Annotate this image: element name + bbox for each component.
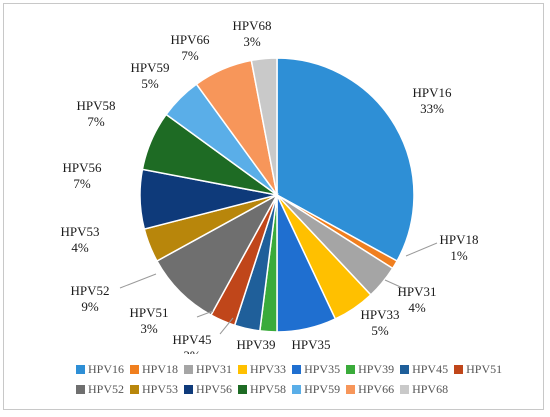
legend-label: HPV33 [250,361,287,376]
legend-item-hpv59: HPV59 [292,382,340,397]
legend-item-hpv39: HPV39 [346,362,394,377]
legend-label: HPV31 [196,361,233,376]
legend-swatch [76,384,85,394]
legend-label: HPV39 [358,361,395,376]
slice-label-hpv56: HPV56 7% [62,160,102,191]
legend-label: HPV52 [88,381,125,396]
legend-label: HPV45 [412,361,449,376]
legend-row: HPV16 HPV18 HPV31 HPV33 HPV35 HPV39 HPV45 HPV51 [76,359,502,379]
legend-label: HPV51 [466,361,503,376]
slice-label-hpv39: HPV392% [236,337,275,354]
slice-label-hpv18: HPV18 1% [439,232,478,263]
legend-item-hpv53: HPV53 [130,382,178,397]
legend-item-hpv51: HPV51 [454,362,502,377]
legend-swatch [346,384,356,394]
leader-line-hpv18 [405,242,438,257]
leader-line-hpv31 [384,279,406,290]
legend-swatch [184,384,194,394]
legend-item-hpv31: HPV31 [184,362,232,377]
legend-label: HPV18 [142,361,179,376]
legend-swatch [400,364,410,374]
legend-label: HPV53 [142,381,179,396]
legend-item-hpv66: HPV66 [346,382,394,397]
slice-label-hpv66: HPV66 7% [170,32,210,63]
legend-item-hpv33: HPV33 [238,362,286,377]
slice-label-hpv51: HPV51 3% [129,305,168,336]
legend-item-hpv16: HPV16 [76,362,124,377]
legend-label: HPV35 [304,361,341,376]
legend-item-hpv56: HPV56 [184,382,232,397]
legend-row: HPV52 HPV53 HPV56 HPV58 HPV59 HPV66 HPV68 [76,379,496,399]
slice-label-hpv45: HPV453% [172,332,211,354]
legend-item-hpv58: HPV58 [238,382,286,397]
legend-swatch [454,364,464,374]
legend-swatch [76,364,85,374]
slice-label-hpv59: HPV59 5% [130,60,169,91]
slice-label-hpv33: HPV33 5% [360,307,399,338]
pie-slice-hpv16 [276,57,415,263]
leader-line-hpv45 [219,317,234,335]
slice-label-hpv53: HPV53 4% [60,224,99,255]
leader-line-hpv51 [196,310,214,318]
legend-item-hpv18: HPV18 [130,362,178,377]
legend-swatch [130,384,140,394]
legend-swatch [400,384,410,394]
legend-swatch [292,364,302,374]
slice-label-hpv16: HPV16 33% [412,85,452,116]
legend-swatch [346,364,356,374]
legend-label: HPV66 [358,381,395,396]
legend-swatch [238,364,248,374]
legend-item-hpv35: HPV35 [292,362,340,377]
slice-label-hpv58: HPV58 7% [76,98,115,129]
pie-slice-hpv68 [250,57,278,196]
legend-swatch [238,384,248,394]
chart-legend: HPV16 HPV18 HPV31 HPV33 HPV35 HPV39 HPV45 HPV51… [76,359,502,399]
legend-label: HPV16 [88,361,125,376]
slice-label-hpv68: HPV68 3% [232,18,271,49]
legend-swatch [184,364,194,374]
legend-swatch [292,384,302,394]
slice-label-hpv35: HPV357% [291,337,330,354]
legend-item-hpv52: HPV52 [76,382,124,397]
legend-label: HPV59 [304,381,341,396]
legend-label: HPV68 [412,381,449,396]
leader-line-hpv52 [119,273,157,289]
legend-swatch [130,364,140,374]
slice-label-hpv52: HPV52 9% [70,283,109,314]
legend-item-hpv68: HPV68 [400,382,448,397]
legend-label: HPV58 [250,381,287,396]
legend-label: HPV56 [196,381,233,396]
slice-label-hpv31: HPV31 4% [397,284,436,315]
legend-item-hpv45: HPV45 [400,362,448,377]
